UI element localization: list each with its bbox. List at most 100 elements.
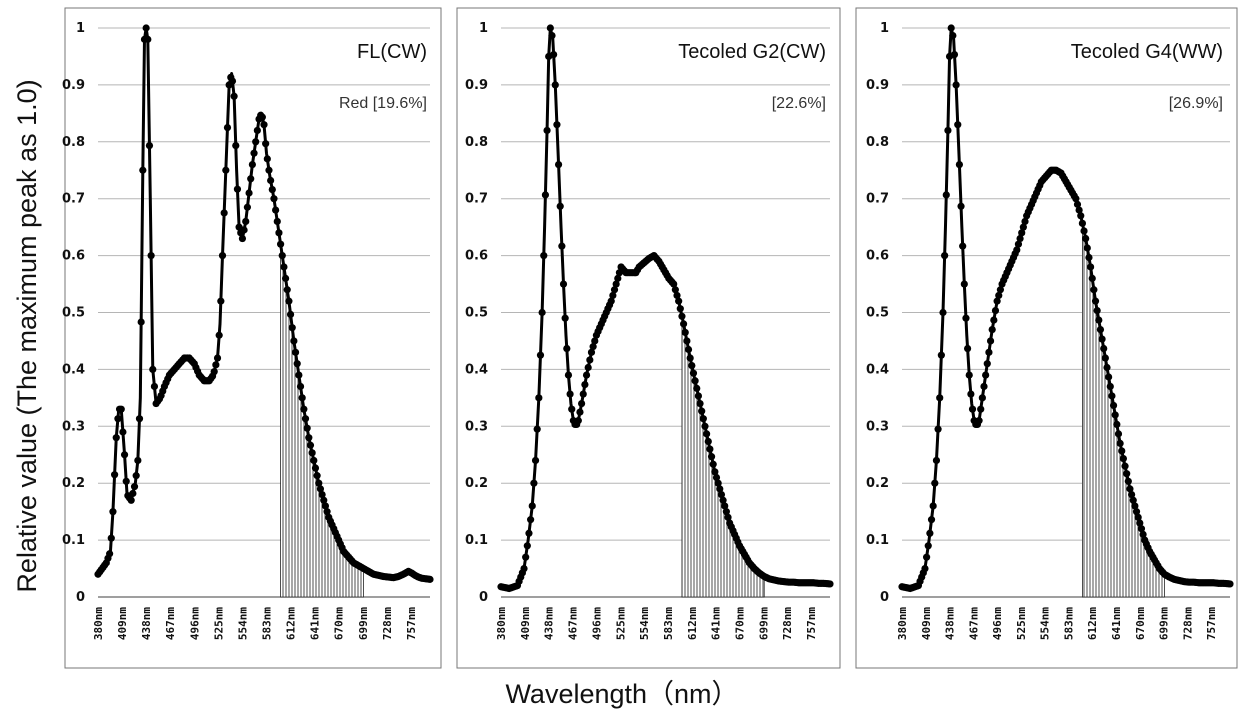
data-point bbox=[694, 392, 703, 400]
data-point bbox=[527, 516, 535, 524]
data-point bbox=[281, 274, 290, 282]
data-point bbox=[1123, 470, 1131, 478]
data-point bbox=[967, 390, 975, 398]
data-point bbox=[228, 77, 237, 85]
x-tick-label: 554nm bbox=[1039, 607, 1052, 640]
data-point bbox=[1131, 502, 1139, 510]
data-point bbox=[220, 209, 228, 217]
data-point bbox=[533, 425, 541, 433]
data-point bbox=[1109, 401, 1118, 410]
data-point bbox=[944, 126, 952, 135]
data-point bbox=[722, 508, 730, 516]
data-point bbox=[691, 377, 699, 385]
data-point bbox=[587, 348, 596, 356]
data-point bbox=[273, 217, 281, 226]
data-point bbox=[258, 113, 266, 121]
x-tick-label: 699nm bbox=[357, 607, 370, 640]
data-point bbox=[295, 371, 303, 379]
data-point bbox=[679, 320, 688, 328]
data-point bbox=[676, 305, 684, 313]
data-point bbox=[584, 363, 592, 372]
data-point bbox=[213, 354, 222, 362]
data-point bbox=[278, 252, 286, 260]
data-point bbox=[721, 502, 729, 510]
data-point bbox=[927, 516, 936, 524]
chart-panel-tecoled-g4-ww: 0 0.1 0.2 0.3 0.4 0.5 0.6 0.7 0.8 0.9 1 380nm 409nm 4… bbox=[855, 7, 1238, 669]
data-point bbox=[222, 166, 230, 174]
x-tick-label: 380nm bbox=[495, 607, 508, 640]
data-point bbox=[111, 471, 119, 479]
y-tick-label: 1 bbox=[880, 21, 889, 36]
data-point bbox=[678, 312, 686, 320]
data-point bbox=[724, 513, 732, 521]
data-point bbox=[150, 382, 159, 391]
data-point bbox=[520, 564, 528, 573]
data-point bbox=[556, 202, 564, 210]
data-point bbox=[217, 297, 225, 305]
y-tick-label: 0.3 bbox=[62, 419, 85, 434]
x-tick-label: 670nm bbox=[333, 607, 346, 640]
x-tick-label: 409nm bbox=[519, 607, 532, 640]
data-point bbox=[268, 185, 276, 194]
y-tick-label: 0.4 bbox=[866, 362, 889, 377]
data-point bbox=[937, 351, 945, 359]
x-tick-label: 699nm bbox=[1158, 607, 1171, 640]
x-tick-label: 670nm bbox=[1134, 607, 1147, 640]
data-point bbox=[716, 485, 724, 493]
x-tick-label: 670nm bbox=[734, 607, 747, 640]
x-tick-label: 438nm bbox=[944, 607, 957, 640]
data-point bbox=[291, 348, 300, 356]
data-point bbox=[1090, 286, 1098, 294]
data-point bbox=[243, 203, 251, 211]
data-point bbox=[1091, 297, 1100, 305]
x-tick-label: 728nm bbox=[381, 607, 394, 640]
data-point bbox=[964, 344, 972, 353]
data-point bbox=[686, 354, 694, 362]
data-point bbox=[1132, 508, 1141, 516]
data-point bbox=[993, 297, 1001, 305]
data-point bbox=[696, 399, 704, 408]
data-point bbox=[144, 35, 152, 43]
data-point bbox=[223, 123, 232, 132]
y-tick-label: 0.7 bbox=[465, 192, 488, 207]
y-tick-label: 0.5 bbox=[62, 306, 85, 321]
data-point bbox=[531, 456, 540, 465]
y-tick-label: 0.2 bbox=[465, 476, 488, 491]
data-point bbox=[939, 308, 947, 317]
data-point bbox=[968, 405, 977, 413]
data-point bbox=[313, 472, 321, 480]
data-point bbox=[303, 424, 311, 432]
data-point bbox=[240, 226, 248, 234]
data-point bbox=[607, 297, 615, 305]
data-point bbox=[149, 365, 157, 373]
data-point bbox=[212, 361, 220, 369]
data-point bbox=[290, 337, 298, 345]
data-point bbox=[530, 479, 538, 487]
data-point bbox=[826, 580, 834, 588]
data-point bbox=[1137, 525, 1146, 533]
data-point bbox=[1101, 354, 1109, 362]
data-point bbox=[553, 121, 561, 129]
data-point bbox=[991, 307, 1000, 315]
data-point bbox=[253, 126, 261, 135]
data-point bbox=[283, 286, 291, 294]
data-point bbox=[247, 175, 255, 183]
x-tick-label: 496nm bbox=[590, 607, 603, 640]
data-point bbox=[551, 81, 559, 89]
data-point bbox=[670, 280, 678, 288]
data-point bbox=[210, 368, 218, 376]
y-tick-label: 0.7 bbox=[866, 192, 889, 207]
data-point bbox=[218, 252, 227, 260]
x-tick-label: 409nm bbox=[116, 607, 129, 640]
data-point bbox=[1116, 439, 1124, 447]
data-point bbox=[321, 502, 330, 510]
data-point bbox=[675, 297, 683, 305]
x-tick-label: 380nm bbox=[92, 607, 105, 640]
data-point bbox=[107, 534, 115, 542]
data-point bbox=[525, 529, 533, 537]
data-point bbox=[120, 451, 129, 459]
y-tick-label: 0.6 bbox=[866, 249, 889, 264]
data-point bbox=[1016, 234, 1024, 243]
data-point bbox=[252, 138, 260, 146]
x-tick-label: 728nm bbox=[781, 607, 794, 640]
